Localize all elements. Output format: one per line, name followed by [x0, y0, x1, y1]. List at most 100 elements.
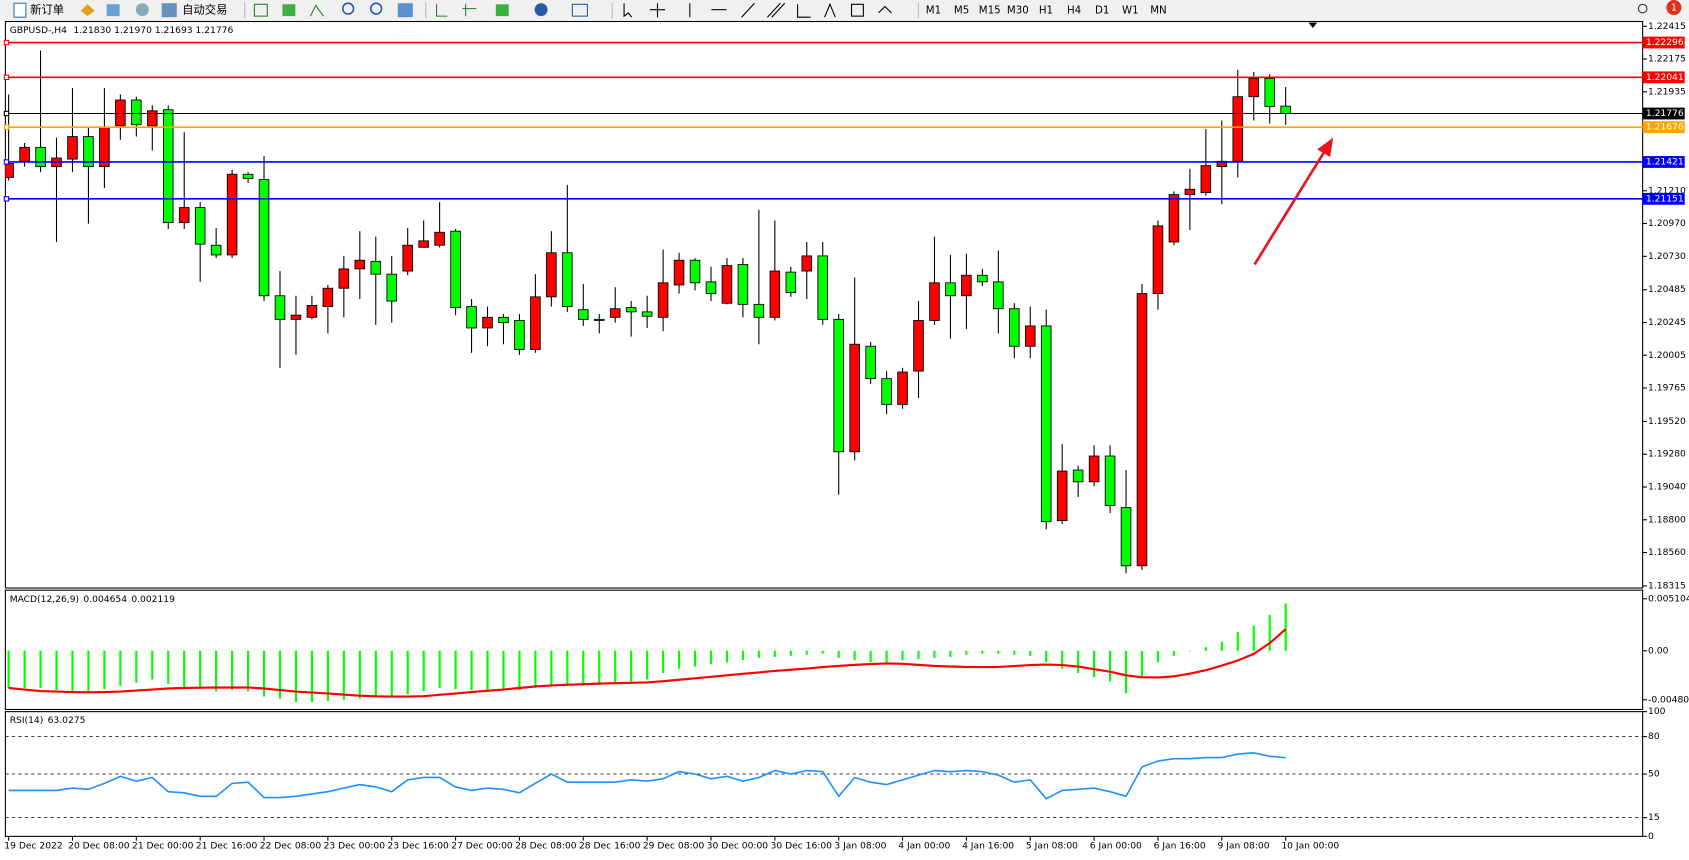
- icon[interactable]: [253, 3, 268, 17]
- candle-body: [466, 306, 477, 329]
- timeframe-button[interactable]: H4: [1067, 6, 1081, 17]
- chart-shift-marker: [1308, 22, 1318, 28]
- y-tick-label: 1.20485: [1648, 285, 1686, 295]
- candle-body: [929, 282, 940, 321]
- current-value: 0.002119: [131, 594, 175, 604]
- rsi-line: [8, 751, 1286, 800]
- notification-count[interactable]: 1: [1671, 3, 1677, 14]
- price-label-box: [1642, 192, 1685, 205]
- notification-badge[interactable]: [1666, 0, 1682, 16]
- candle-body: [498, 316, 509, 324]
- icon[interactable]: [571, 3, 588, 17]
- timeframe-button[interactable]: D1: [1095, 6, 1109, 17]
- price-label: 1.22296: [1646, 38, 1684, 48]
- candle-body: [657, 282, 669, 318]
- candle-body: [977, 274, 988, 283]
- new-order-icon[interactable]: [13, 2, 27, 18]
- candle-body: [562, 252, 573, 307]
- channel-tool[interactable]: [767, 2, 786, 18]
- price-label: 1.21776: [1646, 109, 1684, 119]
- candle-body: [625, 307, 637, 313]
- trendline-tool[interactable]: [741, 2, 755, 18]
- y-tick-label: 0.00: [1648, 646, 1669, 656]
- candle-body: [833, 318, 844, 453]
- icon[interactable]: [462, 4, 477, 17]
- current-value: 0.004654: [83, 594, 127, 604]
- timeframe-button[interactable]: M5: [954, 6, 969, 17]
- x-tick-label: 23 Dec 00:00: [324, 842, 386, 852]
- x-tick-label: 9 Jan 08:00: [1218, 842, 1270, 852]
- icon[interactable]: [397, 3, 413, 18]
- candle-body: [1040, 325, 1052, 523]
- icon[interactable]: [435, 4, 448, 17]
- candle-body: [1088, 455, 1100, 483]
- candle-body: [67, 136, 78, 160]
- candle-body: [482, 316, 493, 329]
- candle-body: [370, 260, 382, 275]
- x-tick-label: 21 Dec 16:00: [196, 842, 258, 852]
- candle-body: [530, 296, 541, 350]
- label-tool[interactable]: [850, 3, 864, 17]
- timeframe-button[interactable]: W1: [1122, 6, 1139, 17]
- cursor-tool[interactable]: [623, 3, 633, 18]
- icon[interactable]: [495, 4, 509, 17]
- x-tick-label: 22 Dec 08:00: [260, 842, 322, 852]
- auto-trading-icon[interactable]: [161, 3, 177, 18]
- price-label: 1.22041: [1646, 73, 1684, 83]
- price-label-box: [1642, 71, 1685, 84]
- candle-body: [546, 252, 557, 298]
- text-tool[interactable]: [824, 2, 836, 18]
- x-tick-label: 3 Jan 08:00: [834, 842, 886, 852]
- zoom-out[interactable]: [369, 2, 383, 15]
- candle-body: [1184, 188, 1196, 196]
- icon[interactable]: [282, 4, 296, 17]
- icon[interactable]: [135, 3, 149, 17]
- y-tick-label: 15: [1648, 813, 1660, 823]
- candle-body: [705, 281, 717, 294]
- zoom-in[interactable]: [341, 2, 355, 15]
- y-tick-label: 1.20005: [1648, 351, 1686, 361]
- candle-body: [1232, 96, 1244, 162]
- arrow-head: [1317, 137, 1334, 157]
- timeframe-button[interactable]: M15: [979, 6, 1001, 17]
- arrows-tool[interactable]: [878, 5, 892, 14]
- candle-body: [609, 308, 621, 318]
- candle-body: [1248, 77, 1260, 98]
- level-marker: [3, 110, 10, 117]
- timeframe-button[interactable]: MN: [1150, 6, 1166, 17]
- candle-body: [147, 110, 158, 127]
- price-label: 1.21421: [1646, 157, 1684, 167]
- candle-body: [578, 309, 589, 320]
- candle-body: [274, 295, 286, 320]
- auto-trading-button[interactable]: 自动交易: [182, 3, 227, 17]
- candle-body: [1200, 165, 1212, 193]
- y-tick-label: 50: [1648, 770, 1660, 780]
- y-tick-label: 1.22415: [1648, 22, 1686, 32]
- icon[interactable]: [106, 4, 120, 17]
- y-tick-label: 100: [1648, 707, 1666, 717]
- title: GBPUSD-,H4: [10, 26, 67, 36]
- timeframe-button[interactable]: M1: [926, 6, 941, 17]
- icon[interactable]: [534, 3, 548, 17]
- level-marker: [3, 124, 10, 130]
- y-tick-label: 1.21210: [1648, 186, 1686, 196]
- new-order-button[interactable]: 新订单: [30, 3, 64, 17]
- fib-tool[interactable]: [797, 4, 811, 18]
- x-tick-label: 10 Jan 00:00: [1281, 842, 1339, 852]
- candle-body: [258, 179, 270, 297]
- candle-body: [1280, 105, 1291, 114]
- y-tick-label: 1.19520: [1648, 417, 1686, 427]
- crosshair-tool[interactable]: [649, 3, 666, 18]
- price-label: 1.21676: [1646, 123, 1684, 133]
- price-label: 1.21151: [1646, 194, 1684, 204]
- candle-body: [194, 207, 206, 245]
- candle-body: [35, 146, 46, 168]
- search-icon[interactable]: [1637, 3, 1648, 14]
- icon[interactable]: [309, 4, 324, 17]
- timeframe-button[interactable]: M30: [1007, 6, 1029, 17]
- candle-body: [641, 311, 653, 317]
- timeframe-button[interactable]: H1: [1039, 6, 1053, 17]
- candle-body: [338, 268, 350, 289]
- candle-body: [354, 259, 366, 270]
